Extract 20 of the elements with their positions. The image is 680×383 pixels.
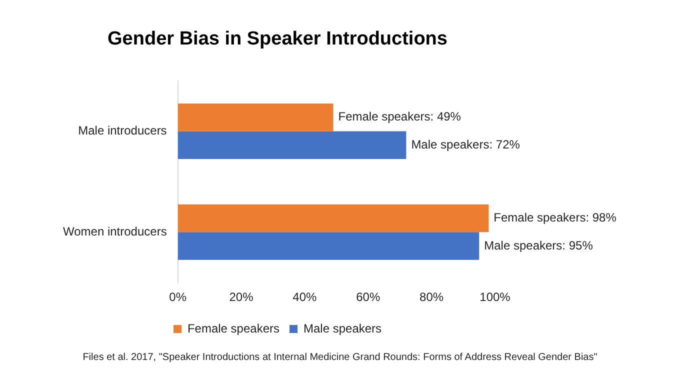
- bar: [178, 232, 480, 260]
- legend-label: Female speakers: [187, 321, 280, 336]
- x-tick-label: 60%: [356, 290, 380, 304]
- data-label: Male speakers: 95%: [484, 238, 594, 252]
- legend-label: Male speakers: [304, 321, 382, 336]
- text: Files et al. 2017, "Speaker Introductions at Internal Medicine Grand Rounds: Forms of Address Reveal Gender Bias": [82, 352, 598, 363]
- x-tick-label: 20%: [229, 290, 254, 304]
- bar: [178, 204, 489, 232]
- bar: [178, 104, 334, 132]
- x-tick-label: 80%: [420, 290, 444, 304]
- y-tick-label: Women introducers: [62, 224, 167, 238]
- data-label: Female speakers: 98%: [494, 210, 617, 225]
- data-label: Male speakers: 72%: [411, 137, 520, 152]
- data-label: Female speakers: 49%: [338, 110, 462, 124]
- x-tick-label: 0%: [169, 290, 187, 304]
- x-tick-label: 100%: [480, 290, 511, 304]
- y-tick-label: Male introducers: [78, 124, 167, 138]
- chart-title: Gender Bias in Speaker Introductions: [108, 28, 448, 50]
- bar: [178, 131, 406, 159]
- x-tick-label: 40%: [292, 290, 318, 304]
